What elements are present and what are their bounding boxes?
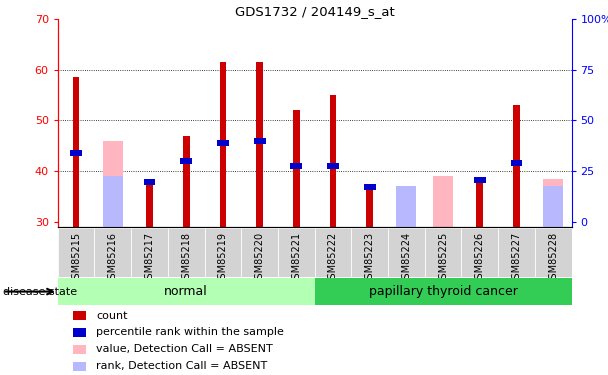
Text: GSM85226: GSM85226	[475, 232, 485, 285]
Bar	[351, 228, 388, 277]
Text: GSM85220: GSM85220	[255, 232, 264, 285]
Bar	[396, 196, 416, 227]
Bar	[543, 178, 563, 227]
Bar	[513, 105, 520, 227]
Bar	[461, 228, 498, 277]
Bar	[70, 150, 82, 156]
Bar	[204, 228, 241, 277]
Text: percentile rank within the sample: percentile rank within the sample	[96, 327, 284, 338]
Bar	[180, 158, 192, 164]
Bar	[73, 362, 86, 371]
Bar	[168, 228, 204, 277]
Bar	[535, 228, 572, 277]
Text: GSM85216: GSM85216	[108, 232, 118, 285]
Bar	[367, 189, 373, 227]
Text: GSM85227: GSM85227	[511, 232, 522, 285]
Text: rank, Detection Call = ABSENT: rank, Detection Call = ABSENT	[96, 361, 268, 371]
Bar	[73, 345, 86, 354]
Bar	[94, 228, 131, 277]
Bar	[254, 138, 266, 144]
Bar	[257, 62, 263, 227]
Bar	[58, 278, 315, 305]
Bar	[58, 228, 94, 277]
Bar	[103, 141, 123, 227]
Bar	[73, 328, 86, 337]
Text: value, Detection Call = ABSENT: value, Detection Call = ABSENT	[96, 344, 273, 354]
Bar	[73, 77, 80, 227]
Bar	[511, 160, 522, 166]
Text: GSM85219: GSM85219	[218, 232, 228, 285]
Text: disease state: disease state	[3, 287, 77, 297]
Bar	[103, 176, 123, 227]
Bar	[396, 186, 416, 227]
Bar	[143, 179, 156, 185]
Bar	[327, 163, 339, 169]
Text: GSM85224: GSM85224	[401, 232, 412, 285]
Bar	[477, 181, 483, 227]
Bar	[241, 228, 278, 277]
Bar	[146, 185, 153, 227]
Text: GSM85217: GSM85217	[145, 232, 154, 285]
Bar	[543, 186, 563, 227]
Bar	[425, 228, 461, 277]
Text: GSM85222: GSM85222	[328, 232, 338, 285]
Bar	[183, 135, 190, 227]
Bar	[278, 228, 315, 277]
Title: GDS1732 / 204149_s_at: GDS1732 / 204149_s_at	[235, 4, 395, 18]
Bar	[291, 163, 302, 169]
Bar	[131, 228, 168, 277]
Text: GSM85225: GSM85225	[438, 232, 448, 285]
Text: GSM85228: GSM85228	[548, 232, 558, 285]
Text: GSM85223: GSM85223	[365, 232, 375, 285]
Bar	[217, 140, 229, 146]
Bar	[433, 176, 453, 227]
Bar	[219, 62, 226, 227]
Text: GSM85215: GSM85215	[71, 232, 81, 285]
Text: papillary thyroid cancer: papillary thyroid cancer	[368, 285, 517, 298]
Bar	[315, 278, 572, 305]
Bar	[73, 311, 86, 320]
Bar	[388, 228, 425, 277]
Bar	[330, 95, 336, 227]
Text: normal: normal	[164, 285, 208, 298]
Bar	[498, 228, 535, 277]
Bar	[474, 177, 486, 183]
Text: count: count	[96, 310, 128, 321]
Text: GSM85218: GSM85218	[181, 232, 191, 285]
Bar	[315, 228, 351, 277]
Bar	[364, 184, 376, 190]
Text: GSM85221: GSM85221	[291, 232, 302, 285]
Bar	[293, 110, 300, 227]
